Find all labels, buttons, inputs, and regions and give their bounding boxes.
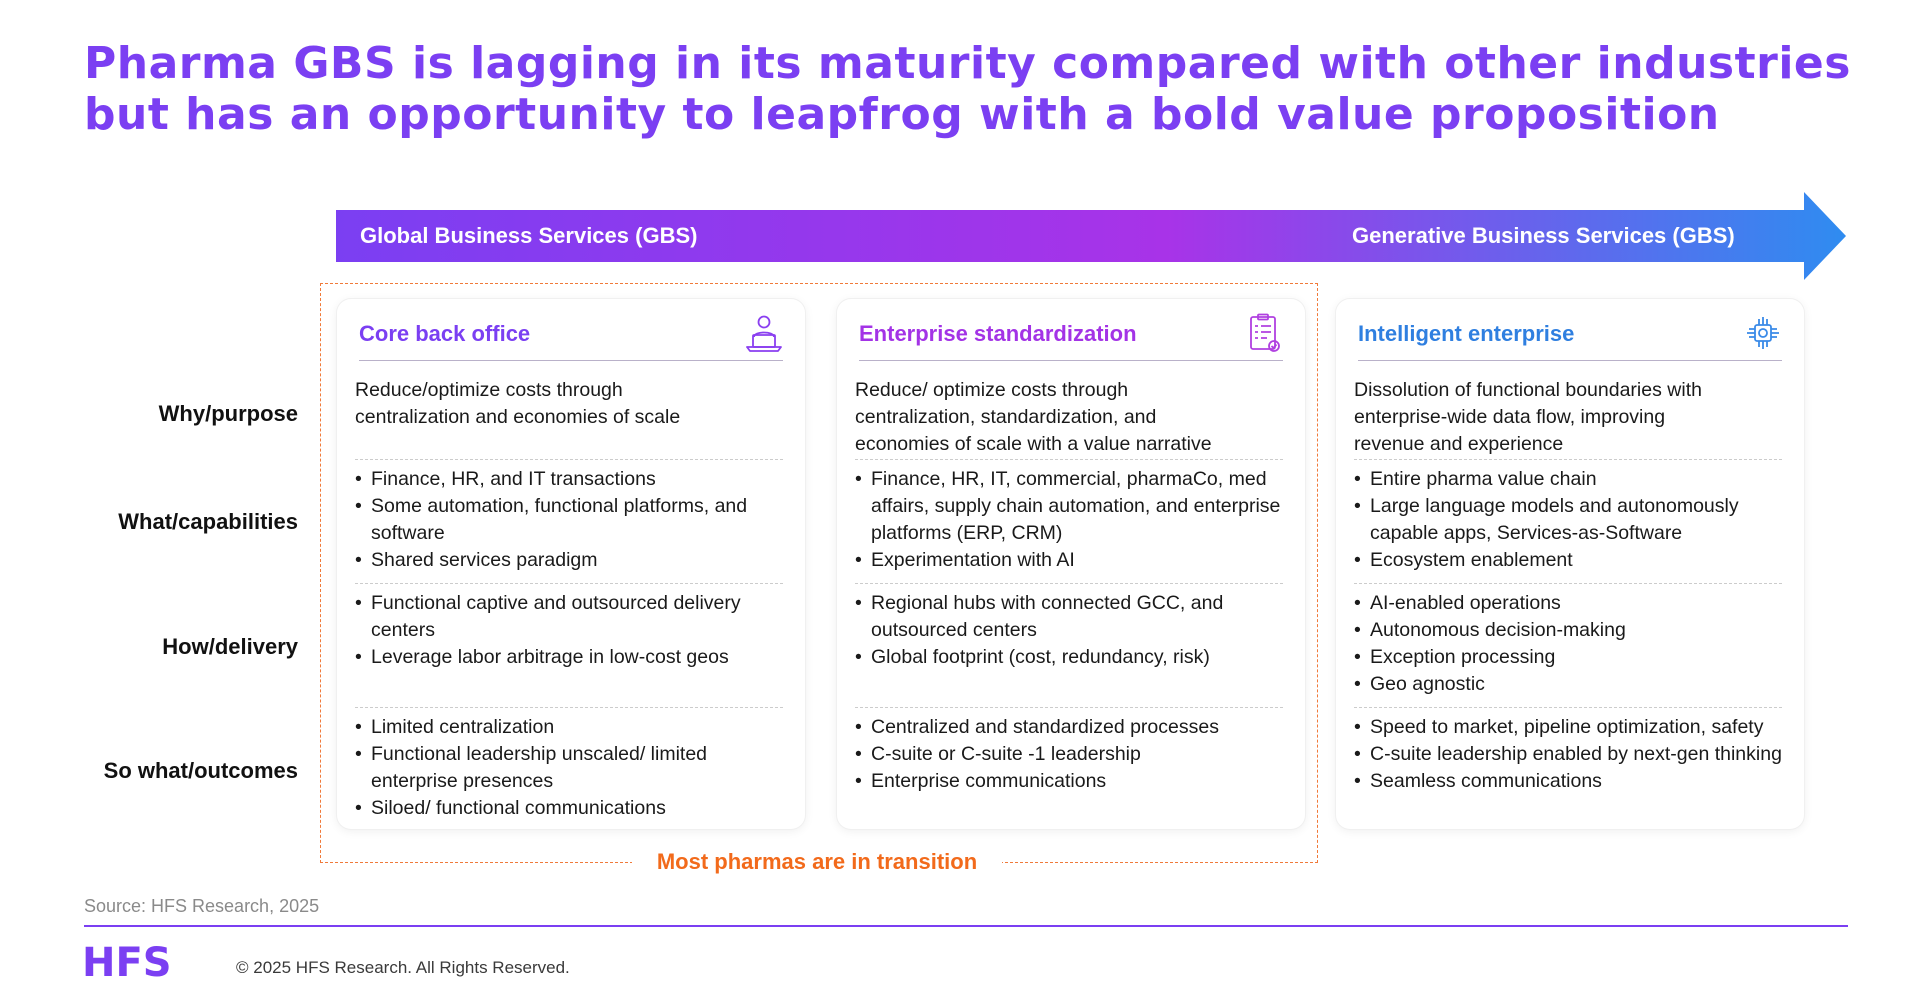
why-section: Reduce/optimize costs through centraliza… [355,377,783,431]
list-item: Siloed/ functional communications [355,795,783,822]
page-title: Pharma GBS is lagging in its maturity co… [84,38,1851,140]
card-title: Intelligent enterprise [1358,321,1575,346]
list-item: C-suite leadership enabled by next-gen t… [1354,741,1782,768]
card-enterprise-standardization: Enterprise standardization Reduce/ optim… [837,299,1305,829]
card-header: Enterprise standardization [859,313,1283,361]
why-line: economies of scale with a value narrativ… [855,433,1212,455]
row-label-why: Why/purpose [158,401,298,426]
card-title: Core back office [359,321,531,346]
list-item: Functional leadership unscaled/ limited … [355,741,783,795]
card-header: Intelligent enterprise [1358,317,1782,361]
why-section: Dissolution of functional boundaries wit… [1354,377,1782,458]
section-divider [355,459,783,460]
ai-chip-icon [1747,317,1779,349]
why-line: centralization, standardization, and [855,406,1157,428]
section-divider [855,583,1283,584]
list-item: Regional hubs with connected GCC, and ou… [855,590,1283,644]
list-item: Speed to market, pipeline optimization, … [1354,714,1782,741]
outcomes-section: Speed to market, pipeline optimization, … [1354,714,1782,795]
card-intelligent-enterprise: Intelligent enterprise Dissolution of fu… [1336,299,1804,829]
list-item: Centralized and standardized processes [855,714,1283,741]
what-section: Finance, HR, IT, commercial, pharmaCo, m… [855,466,1283,574]
list-item: Autonomous decision-making [1354,617,1782,644]
row-label-outcomes: So what/outcomes [103,758,298,783]
list-item: Limited centralization [355,714,783,741]
list-item: Geo agnostic [1354,671,1782,698]
section-divider [355,707,783,708]
section-divider [1354,583,1782,584]
arrow-label-global: Global Business Services (GBS) [360,223,698,248]
hfs-logo: HFS [82,942,172,982]
section-divider [855,707,1283,708]
why-line: Reduce/optimize costs through [355,379,623,401]
list-item: Ecosystem enablement [1354,547,1782,574]
outcomes-section: Centralized and standardized processes C… [855,714,1283,795]
copyright: © 2025 HFS Research. All Rights Reserved… [236,958,570,977]
maturity-arrow: Global Business Services (GBS) Generativ… [336,192,1846,280]
what-section: Finance, HR, and IT transactions Some au… [355,466,783,574]
card-header: Core back office [359,315,783,361]
outcomes-section: Limited centralization Functional leader… [355,714,783,822]
section-divider [855,459,1283,460]
list-item: Seamless communications [1354,768,1782,795]
logo-text: HFS [82,942,172,982]
card-core-back-office: Core back office Reduce/optimize costs t… [337,299,805,829]
why-line: revenue and experience [1354,433,1564,455]
what-section: Entire pharma value chain Large language… [1354,466,1782,574]
arrow-shape [336,192,1846,280]
why-line: Reduce/ optimize costs through [855,379,1129,401]
arrow-label-generative: Generative Business Services (GBS) [1352,223,1735,248]
list-item: Enterprise communications [855,768,1283,795]
section-divider [1354,459,1782,460]
list-item: C-suite or C-suite -1 leadership [855,741,1283,768]
list-item: Shared services paradigm [355,547,783,574]
person-at-laptop-icon [746,315,782,352]
why-line: enterprise-wide data flow, improving [1354,406,1666,428]
list-item: Global footprint (cost, redundancy, risk… [855,644,1283,671]
source-note: Source: HFS Research, 2025 [84,896,320,916]
list-item: Finance, HR, and IT transactions [355,466,783,493]
transition-label: Most pharmas are in transition [632,845,1002,879]
list-item: Functional captive and outsourced delive… [355,590,783,644]
list-item: Exception processing [1354,644,1782,671]
section-divider [1354,707,1782,708]
list-item: Leverage labor arbitrage in low-cost geo… [355,644,783,671]
row-label-how: How/delivery [162,634,298,659]
list-item: AI-enabled operations [1354,590,1782,617]
list-item: Finance, HR, IT, commercial, pharmaCo, m… [855,466,1283,547]
why-section: Reduce/ optimize costs through centraliz… [855,377,1283,458]
list-item: Large language models and autonomously c… [1354,493,1782,547]
how-section: Regional hubs with connected GCC, and ou… [855,590,1283,671]
clipboard-checklist-icon [1250,313,1280,352]
row-label-what: What/capabilities [118,509,298,534]
card-title: Enterprise standardization [859,321,1137,346]
how-section: AI-enabled operations Autonomous decisio… [1354,590,1782,698]
section-divider [355,583,783,584]
why-line: Dissolution of functional boundaries wit… [1354,379,1702,401]
why-line: centralization and economies of scale [355,406,681,428]
list-item: Entire pharma value chain [1354,466,1782,493]
how-section: Functional captive and outsourced delive… [355,590,783,671]
list-item: Some automation, functional platforms, a… [355,493,783,547]
footer-divider [84,925,1848,927]
list-item: Experimentation with AI [855,547,1283,574]
